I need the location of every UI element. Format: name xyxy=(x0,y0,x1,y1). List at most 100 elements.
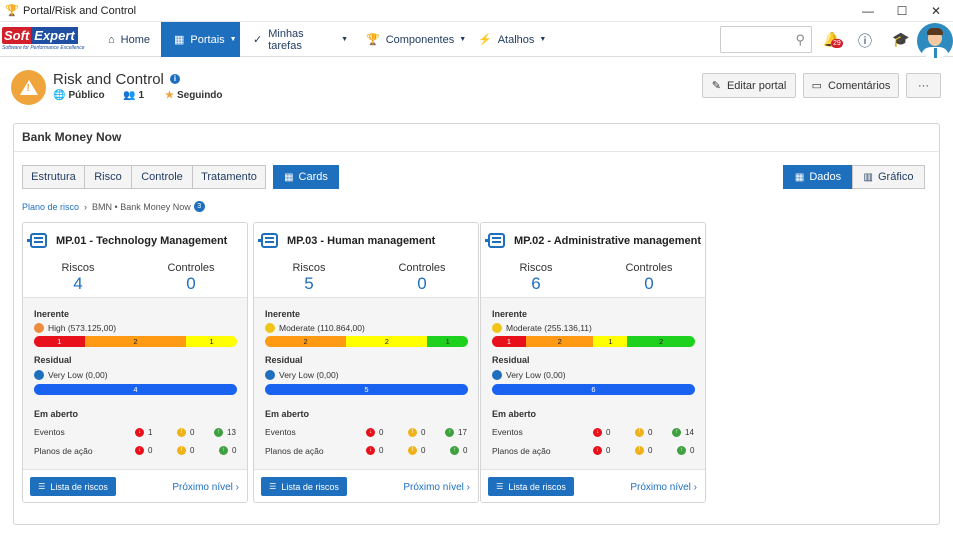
tab-dados[interactable]: ▦ Dados xyxy=(783,165,853,189)
planos-up[interactable]: ↑ 0 xyxy=(677,446,694,455)
nav-portais-label: Portais xyxy=(190,33,225,46)
lista-de-riscos-button[interactable]: ☰ Lista de riscos xyxy=(488,477,574,496)
inerente-label: Inerente xyxy=(492,309,528,319)
tab-cards[interactable]: ▦ Cards xyxy=(273,165,339,189)
riscos-count[interactable]: 4 xyxy=(73,274,83,293)
minimize-button[interactable]: — xyxy=(862,4,874,18)
user-avatar[interactable] xyxy=(917,23,953,59)
search-box[interactable]: ⚲ xyxy=(720,26,812,53)
grid-icon: ▦ xyxy=(174,34,185,46)
planos-down[interactable]: ↓ 0 xyxy=(593,446,610,455)
bar-segment[interactable]: 2 xyxy=(627,336,695,347)
breadcrumb-link[interactable]: Plano de risco xyxy=(22,201,80,212)
planos-up[interactable]: ↑ 0 xyxy=(450,446,467,455)
info-icon[interactable]: i xyxy=(170,74,180,84)
nav-home[interactable]: ⌂ Home xyxy=(108,22,161,57)
caret-down-icon: ▼ xyxy=(539,36,547,43)
card-title[interactable]: MP.01 - Technology Management xyxy=(56,235,228,247)
eventos-up[interactable]: ↑ 13 xyxy=(214,428,236,437)
residual-bar[interactable]: 5 xyxy=(265,384,468,395)
exclamation-icon: ! xyxy=(177,446,186,455)
arrow-up-icon: ↑ xyxy=(677,446,686,455)
exclamation-icon: ! xyxy=(635,446,644,455)
portal-following[interactable]: ★ Seguindo xyxy=(165,90,223,101)
planos-warning[interactable]: ! 0 xyxy=(177,446,194,455)
inerente-value: Moderate (110.864,00) xyxy=(279,323,365,333)
tab-controle[interactable]: Controle xyxy=(131,165,193,189)
bar-segment[interactable]: 1 xyxy=(34,336,85,347)
eventos-warning[interactable]: ! 0 xyxy=(408,428,425,437)
tab-risco[interactable]: Risco xyxy=(84,165,132,189)
planos-warning[interactable]: ! 0 xyxy=(635,446,652,455)
eventos-down[interactable]: ↓ 1 xyxy=(135,428,152,437)
tab-estrutura[interactable]: Estrutura xyxy=(22,165,85,189)
bar-segment[interactable]: 1 xyxy=(492,336,526,347)
bar-segment[interactable]: 1 xyxy=(427,336,468,347)
eventos-down[interactable]: ↓ 0 xyxy=(366,428,383,437)
bar-segment[interactable]: 6 xyxy=(492,384,695,395)
proximo-nivel-link[interactable]: Próximo nível › xyxy=(172,482,239,493)
eventos-up[interactable]: ↑ 14 xyxy=(672,428,694,437)
residual-bar[interactable]: 6 xyxy=(492,384,695,395)
graduation-cap-icon[interactable]: 🎓 xyxy=(892,31,910,47)
bar-segment[interactable]: 1 xyxy=(593,336,628,347)
proximo-nivel-link[interactable]: Próximo nível › xyxy=(403,482,470,493)
controles-label: Controles xyxy=(625,262,673,274)
bar-segment[interactable]: 4 xyxy=(34,384,237,395)
nav-atalhos[interactable]: ⚡ Atalhos ▼ xyxy=(478,22,547,57)
globe-icon: 🌐 xyxy=(53,90,66,101)
breadcrumb-current: BMN • Bank Money Now xyxy=(92,201,191,212)
controles-count[interactable]: 0 xyxy=(417,274,427,293)
card-title[interactable]: MP.02 - Administrative management xyxy=(514,235,702,247)
bar-segment[interactable]: 1 xyxy=(186,336,237,347)
nav-componentes[interactable]: 🏆 Componentes ▼ xyxy=(366,22,466,57)
bar-segment[interactable]: 2 xyxy=(346,336,428,347)
softexpert-logo[interactable]: Soft Expert Software for Performance Exce… xyxy=(2,27,92,51)
tab-grafico[interactable]: ▥ Gráfico xyxy=(852,165,925,189)
nav-minhas-tarefas[interactable]: ✓ Minhas tarefas ▼ xyxy=(253,22,348,57)
help-icon[interactable]: ⓘ xyxy=(858,33,872,49)
controles-count[interactable]: 0 xyxy=(186,274,196,293)
bar-segment[interactable]: 2 xyxy=(84,336,187,347)
search-icon[interactable]: ⚲ xyxy=(795,32,805,47)
eventos-down[interactable]: ↓ 0 xyxy=(593,428,610,437)
edit-portal-button[interactable]: ✎ Editar portal xyxy=(702,73,796,98)
search-input[interactable] xyxy=(721,27,791,52)
controles-count[interactable]: 0 xyxy=(644,274,654,293)
riscos-label: Riscos xyxy=(61,262,95,274)
bar-segment[interactable]: 2 xyxy=(525,336,594,347)
tab-tratamento[interactable]: Tratamento xyxy=(192,165,266,189)
trophy-icon: 🏆 xyxy=(5,4,19,17)
residual-bar[interactable]: 4 xyxy=(34,384,237,395)
bar-segment[interactable]: 2 xyxy=(265,336,347,347)
riscos-count[interactable]: 5 xyxy=(304,274,314,293)
eventos-warning[interactable]: ! 0 xyxy=(177,428,194,437)
planos-down[interactable]: ↓ 0 xyxy=(135,446,152,455)
proximo-nivel-link[interactable]: Próximo nível › xyxy=(630,482,697,493)
lista-de-riscos-button[interactable]: ☰ Lista de riscos xyxy=(30,477,116,496)
arrow-down-icon: ↓ xyxy=(135,446,144,455)
planos-down[interactable]: ↓ 0 xyxy=(366,446,383,455)
riscos-count[interactable]: 6 xyxy=(531,274,541,293)
trophy-icon: 🏆 xyxy=(366,34,380,46)
lista-de-riscos-button[interactable]: ☰ Lista de riscos xyxy=(261,477,347,496)
more-options-button[interactable]: ··· xyxy=(906,73,941,98)
comments-button[interactable]: ▭ Comentários xyxy=(803,73,899,98)
eventos-up[interactable]: ↑ 17 xyxy=(445,428,467,437)
card-title[interactable]: MP.03 - Human management xyxy=(287,235,436,247)
eventos-warning[interactable]: ! 0 xyxy=(635,428,652,437)
portal-members[interactable]: 👥 1 xyxy=(123,90,144,101)
maximize-button[interactable]: ☐ xyxy=(896,4,908,18)
bar-segment[interactable]: 5 xyxy=(265,384,468,395)
planos-label: Planos de ação xyxy=(492,446,551,456)
panel-title: Bank Money Now xyxy=(22,130,122,144)
planos-warning[interactable]: ! 0 xyxy=(408,446,425,455)
close-button[interactable]: ✕ xyxy=(930,4,942,18)
nav-portais[interactable]: ▦ Portais ▼ xyxy=(161,22,240,57)
neutral-face-icon xyxy=(265,323,275,333)
inerente-value: Moderate (255.136,11) xyxy=(506,323,592,333)
planos-up[interactable]: ↑ 0 xyxy=(219,446,236,455)
